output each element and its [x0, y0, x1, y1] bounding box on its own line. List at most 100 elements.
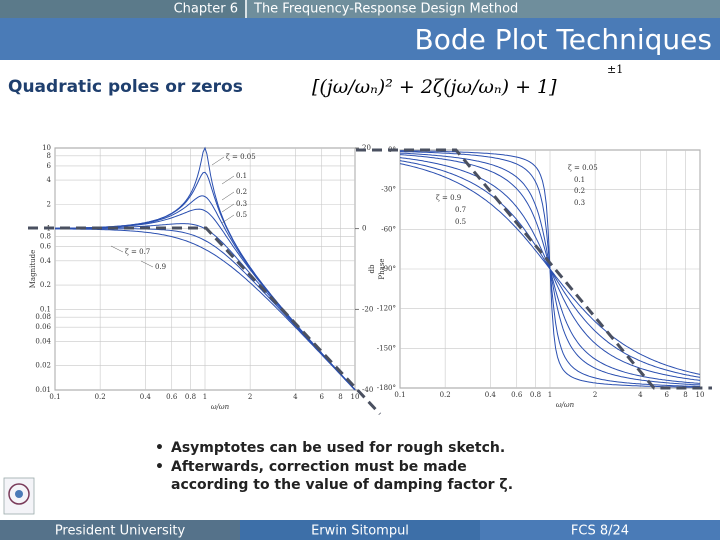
x-tick-label: 8 — [338, 393, 342, 401]
footer-right — [480, 520, 720, 540]
x-tick-label: 1 — [203, 393, 207, 401]
phase-curve — [399, 163, 701, 375]
y-axis-label: Phase — [378, 258, 386, 279]
leader — [110, 245, 124, 253]
x-tick-label: 10 — [696, 391, 705, 399]
zeta-label: ζ = 0.9 — [436, 194, 461, 202]
zeta-label: 0.3 — [574, 199, 585, 207]
y-tick-label: -60° — [381, 225, 396, 233]
x-tick-label: 0.2 — [440, 391, 451, 399]
x-tick-label: 0.6 — [166, 393, 178, 401]
x-tick-label: 0.2 — [95, 393, 106, 401]
bullet: • — [155, 459, 164, 475]
logo — [3, 477, 35, 515]
section: The Frequency-Response Design Method — [253, 2, 518, 17]
y-tick-label: 0.06 — [35, 323, 51, 331]
x-tick-label: 2 — [593, 391, 597, 399]
magnitude-curve — [55, 228, 356, 391]
y-tick-label: -150° — [377, 344, 396, 352]
magnitude-asymptote — [28, 226, 382, 416]
y-tick-label: 0.04 — [35, 337, 51, 345]
leader — [211, 156, 225, 166]
x-tick-label: 6 — [319, 393, 324, 401]
leader — [140, 260, 154, 268]
chapter: Chapter 6 — [174, 2, 238, 17]
x-tick-label: 0.4 — [485, 391, 497, 399]
leader — [221, 175, 235, 185]
y-tick-label: 10 — [42, 144, 51, 152]
zeta-label: ζ = 0.05 — [226, 153, 256, 161]
x-tick-label: 0.6 — [511, 391, 523, 399]
leader — [221, 191, 235, 201]
y-tick-label: 0.6 — [40, 243, 52, 251]
x-tick-label: 10 — [351, 393, 360, 401]
title-bar — [0, 18, 720, 60]
y-tick-label: 0.2 — [40, 281, 51, 289]
y-tick-label: 2 — [47, 200, 51, 208]
y-tick-label: 4 — [47, 176, 52, 184]
x-tick-label: 0.8 — [530, 391, 541, 399]
y-tick-label: -90° — [381, 265, 396, 273]
y2-tick-label: 0 — [362, 225, 366, 233]
chapter-box — [0, 0, 245, 18]
zeta-label: ζ = 0.05 — [568, 164, 598, 172]
y-tick-label: 0.08 — [35, 313, 51, 321]
magnitude-curve — [55, 228, 356, 391]
x-tick-label: 8 — [683, 391, 687, 399]
x-tick-label: 0.1 — [49, 393, 60, 401]
x-tick-label: 1 — [548, 391, 552, 399]
x-tick-label: 0.4 — [140, 393, 152, 401]
x-axis-label: ω/ωn — [556, 401, 575, 409]
topic-heading: Quadratic poles or zeros — [8, 77, 243, 97]
x-axis-label: ω/ωn — [211, 403, 230, 411]
y2-tick-label: 20 — [362, 144, 371, 152]
zeta-label: 0.1 — [236, 172, 247, 180]
zeta-label: 0.2 — [236, 188, 247, 196]
x-tick-label: 4 — [293, 393, 298, 401]
bullet-text: Asymptotes can be used for rough sketch. — [171, 440, 505, 456]
y-tick-label: -30° — [381, 186, 396, 194]
y2-axis-label: db — [368, 264, 376, 273]
asymptotes — [28, 148, 712, 416]
bullet-text: Afterwards, correction must be made — [171, 459, 467, 475]
footer-left — [0, 520, 240, 540]
formula-exponent: ±1 — [607, 63, 623, 76]
x-tick-label: 0.8 — [185, 393, 196, 401]
bode-plots: 0.1 0.2 0.4 0.6 0.8 1 2 4 6 8 10ω/ωn0.1 0.2 0.4 0.6 0.… — [29, 144, 704, 411]
y-tick-label: 0.01 — [35, 386, 51, 394]
y-tick-label: 6 — [47, 162, 52, 170]
zeta-label: 0.3 — [236, 200, 247, 208]
zeta-label: 0.2 — [574, 187, 585, 195]
formula: [(jω/ωₙ)² + 2ζ(jω/ωₙ) + 1] — [312, 76, 557, 98]
zeta-label: 0.1 — [574, 176, 585, 184]
y2-tick-label: -20 — [362, 305, 373, 313]
y-tick-label: 0.4 — [40, 257, 52, 265]
x-tick-label: 6 — [664, 391, 669, 399]
bullet: • — [155, 440, 164, 456]
footer-center-text: Erwin Sitompul — [311, 524, 409, 539]
y-tick-label: 0.1 — [40, 305, 51, 313]
phase-asymptote — [356, 148, 712, 390]
x-tick-label: 0.1 — [394, 391, 405, 399]
y-tick-label: -180° — [377, 384, 396, 392]
footer-left-text: President University — [55, 524, 186, 539]
footer-center — [240, 520, 480, 540]
zeta-label: 0.5 — [236, 211, 247, 219]
y-tick-label: -120° — [377, 305, 396, 313]
y2-tick-label: -40 — [362, 386, 373, 394]
y-axis-label: Magnitude — [29, 250, 37, 289]
zeta-label: 0.7 — [455, 206, 466, 214]
zeta-label: 0.5 — [455, 218, 466, 226]
y-tick-label: 8 — [47, 152, 51, 160]
zeta-label: 0.9 — [155, 263, 166, 271]
bullet-text: according to the value of damping factor… — [171, 477, 513, 493]
y-tick-label: 0.02 — [35, 362, 51, 370]
leader — [221, 203, 235, 213]
zeta-label: ζ = 0.7 — [125, 248, 150, 256]
x-tick-label: 4 — [638, 391, 643, 399]
x-tick-label: 2 — [248, 393, 252, 401]
slide-title: Bode Plot Techniques — [415, 23, 713, 56]
leader — [221, 214, 235, 224]
y-tick-label: 0.8 — [40, 232, 51, 240]
